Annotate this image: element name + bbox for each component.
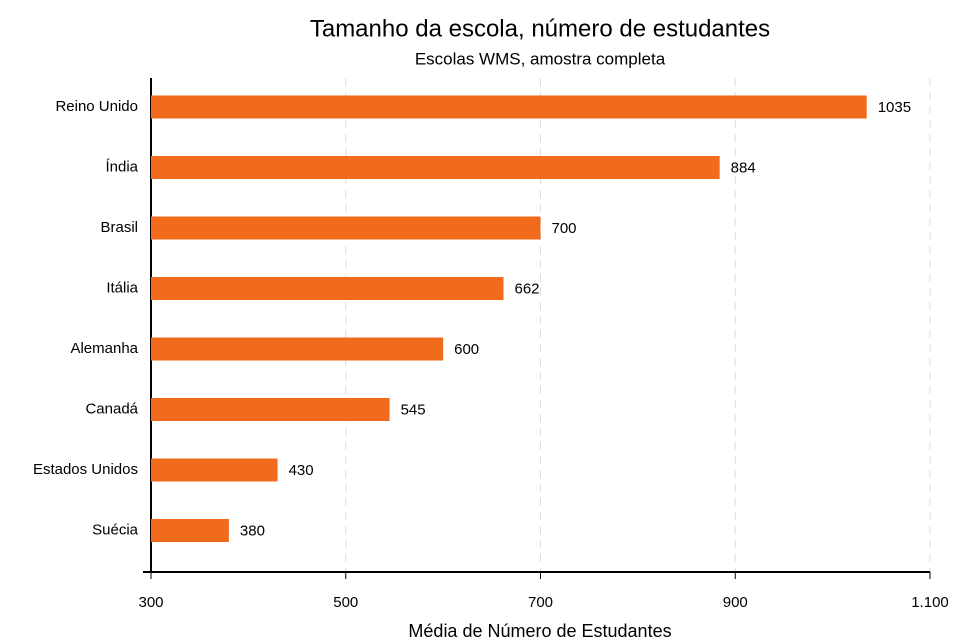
x-axis-label: Média de Número de Estudantes — [408, 621, 671, 641]
bar — [151, 337, 444, 361]
y-tick-label: Brasil — [100, 219, 138, 236]
x-tick-label: 1.100 — [911, 594, 949, 611]
bar — [151, 458, 278, 482]
chart-subtitle: Escolas WMS, amostra completa — [415, 49, 666, 68]
y-tick-label: Alemanha — [70, 340, 138, 357]
data-label: 430 — [289, 462, 314, 479]
x-tick-label: 500 — [333, 594, 358, 611]
y-tick-label: Canadá — [85, 400, 138, 417]
y-tick-label: Índia — [105, 158, 138, 175]
x-tick-label: 900 — [723, 594, 748, 611]
data-label: 545 — [401, 401, 426, 418]
data-label: 380 — [240, 522, 265, 539]
bar — [151, 216, 541, 240]
y-tick-label: Estados Unidos — [33, 461, 138, 478]
data-label: 1035 — [878, 99, 911, 116]
bar — [151, 519, 229, 542]
y-tick-label: Suécia — [92, 521, 139, 538]
y-tick-label: Itália — [106, 279, 138, 296]
data-label: 700 — [552, 220, 577, 237]
bar — [151, 398, 390, 421]
bar — [151, 156, 720, 179]
x-tick-label: 700 — [528, 594, 553, 611]
data-label: 600 — [454, 341, 479, 358]
bar — [151, 95, 867, 119]
bar — [151, 277, 504, 300]
chart-title: Tamanho da escola, número de estudantes — [310, 15, 770, 42]
data-label: 662 — [514, 280, 539, 297]
y-tick-label: Reino Unido — [55, 98, 138, 115]
data-label: 884 — [731, 159, 756, 176]
x-tick-label: 300 — [138, 594, 163, 611]
